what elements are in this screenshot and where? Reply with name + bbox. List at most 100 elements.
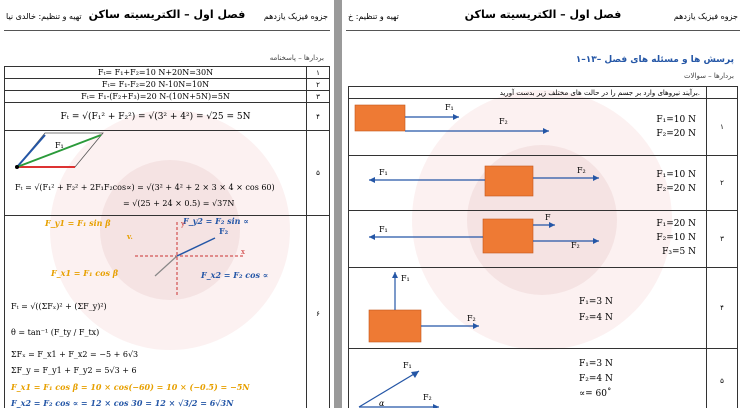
fy1-eq: F_y1 = F₁ sin β	[45, 218, 111, 228]
value-f2: F₂=4 N	[579, 374, 613, 384]
row-number: ۳	[306, 90, 330, 103]
header-chapter: فصل اول – الکتریسیته ساکن	[88, 8, 246, 21]
f2-label: F₂	[571, 241, 580, 250]
answer-page: جزوه فیزیک یازدهم فصل اول – الکتریسیته س…	[0, 0, 334, 408]
value-f1: F₁=3 N	[579, 297, 613, 307]
q1-values: F₁=10 N F₂=20 N	[656, 113, 706, 141]
question-cell: F₁ F F₂ F₁=20 N F₂=10 N F₃=5 N	[348, 210, 707, 268]
row-number: ۵	[306, 130, 330, 216]
answer-cell: F_y1 = F₁ sin β F_y2 = F₂ sin ∝ F₂ v. x …	[4, 215, 307, 408]
table-row: F_y1 = F₁ sin β F_y2 = F₂ sin ∝ F₂ v. x …	[4, 215, 330, 408]
q2-values: F₁=10 N F₂=20 N	[656, 168, 706, 196]
question-cell: F₁ F₂ F₁=10 N F₂=20 N	[348, 155, 707, 211]
question-cell: F₁ F₂ α F₁=3 N F₂=4 N ∝= 60˚	[348, 348, 707, 408]
fx1-eq: F_x1 = F₁ cos β	[51, 268, 119, 278]
row-number: ۵	[706, 348, 738, 408]
x-axis-label: x	[241, 248, 245, 256]
theta-eq: θ = tan⁻¹ (F_ty / F_tx)	[11, 328, 100, 337]
page-header: جزوه فیزیک یازدهم فصل اول – الکتریسیته س…	[346, 6, 740, 31]
q2-diagram	[369, 165, 599, 197]
header-book: جزوه فیزیک یازدهم	[263, 12, 328, 21]
value-f2: F₂=10 N	[656, 233, 696, 243]
answers-table: Fₜ= F₁+F₂=10 N+20N=30N ۱ Fₜ= F₁-F₂=20 N-…	[4, 66, 330, 408]
sumx-eq: ΣFₓ = F_x1 + F_x2 = −5 + 6√3	[11, 350, 139, 359]
answer-eq: Fₜ = √(F₁² + F₂² + 2F₁F₂cos∝) = √(3² + 4…	[15, 183, 275, 192]
fy2-eq: F_y2 = F₂ sin ∝	[183, 216, 249, 226]
q5-diagram	[358, 370, 439, 408]
answer-cell: F₁ Fₜ = √(F₁² + F₂² + 2F₁F₂cos∝) = √(3² …	[4, 130, 307, 216]
header-book: جزوه فیزیک یازدهم	[673, 12, 738, 21]
value-angle: ∝= 60˚	[579, 389, 612, 399]
alpha-label: α	[379, 399, 385, 408]
table-row: F₁ F₂ F₁=10 N F₂=20 N ۲	[348, 155, 738, 211]
table-row: Fₜ = √(F₁² + F₂²) = √(3² + 4²) = √25 = 5…	[4, 102, 330, 131]
section-title: ۱–۱۳– پرسش ها و مسئله های فصل	[575, 55, 734, 65]
subheader: بردارها – سوالات	[683, 72, 734, 80]
question-cell: F₁ F₂ F₁=3 N F₂=4 N	[348, 267, 707, 349]
f1-label: F₁	[401, 274, 410, 283]
answer-eq: Fₜ = √(F₁² + F₂²) = √(3² + 4²) = √25 = 5…	[4, 102, 307, 131]
instruction: برآیند نیروهای وارد بر جسم را در حالت ها…	[348, 86, 707, 99]
table-row: F₁ Fₜ = √(F₁² + F₂² + 2F₁F₂cos∝) = √(3² …	[4, 130, 330, 216]
sumy-eq: ΣF_y = F_y1 + F_y2 = 5√3 + 6	[11, 366, 137, 375]
table-row: Fₜ= F₁+F₂=10 N+20N=30N ۱	[4, 66, 330, 79]
f1-label: F₁	[379, 225, 388, 234]
value-f3: F₃=5 N	[662, 247, 696, 257]
q4-diagram	[368, 272, 479, 343]
f2-label: F₂	[499, 117, 508, 126]
value-f1: F₁=10 N	[656, 170, 696, 180]
table-row: Fₜ= F₁-F₂=20 N-10N=10N ۲	[4, 78, 330, 91]
value-f1: F₁=20 N	[656, 219, 696, 229]
row-number: ۴	[706, 267, 738, 349]
row-number: ۳	[706, 210, 738, 268]
q3-diagram	[369, 218, 599, 254]
q4-values: F₁=3 N F₂=4 N	[579, 294, 623, 326]
value-f1: F₁=3 N	[579, 359, 613, 369]
f1-label: F₁	[55, 141, 64, 150]
table-row: Fₜ= F₁-(F₂+F₃)=20 N-(10N+5N)=5N ۳	[4, 90, 330, 103]
parallelogram-diagram	[15, 132, 104, 169]
q1-diagram	[354, 104, 549, 134]
questions-page: جزوه فیزیک یازدهم فصل اول – الکتریسیته س…	[342, 0, 744, 408]
y-axis-label: y	[181, 220, 185, 228]
fx2-value-eq: F_x2 = F₂ cos ∝ = 12 × cos 30 = 12 × √3/…	[11, 398, 234, 408]
f2-label: F₂	[467, 314, 476, 323]
table-row: F₁ F F₂ F₁=20 N F₂=10 N F₃=5 N ۳	[348, 210, 738, 268]
q5-values: F₁=3 N F₂=4 N ∝= 60˚	[579, 357, 623, 402]
answer-eq: Fₜ= F₁+F₂=10 N+20N=30N	[4, 66, 307, 79]
f1-label: F₁	[445, 103, 454, 112]
row-number: ۶	[306, 215, 330, 408]
value-f1: F₁=10 N	[656, 115, 696, 125]
value-f2: F₂=20 N	[656, 184, 696, 194]
row-number: ۲	[306, 78, 330, 91]
table-row: F₁ F₂ F₁=10 N F₂=20 N ۱	[348, 98, 738, 156]
f1-label: F₁	[379, 168, 388, 177]
questions-table: برآیند نیروهای وارد بر جسم را در حالت ها…	[348, 86, 738, 408]
f-label: F	[545, 213, 551, 222]
question-cell: F₁ F₂ F₁=10 N F₂=20 N	[348, 98, 707, 156]
ft-eq: Fₜ = √((ΣFₓ)² + (ΣF_y)²)	[11, 302, 107, 311]
component-diagram	[135, 222, 245, 296]
subheader: بردارها – پاسخنامه	[269, 54, 324, 62]
row-number: ۲	[706, 155, 738, 211]
fx2-eq: F_x2 = F₂ cos ∝	[201, 270, 269, 280]
q3-values: F₁=20 N F₂=10 N F₃=5 N	[656, 217, 706, 259]
f2-label: F₂	[577, 166, 586, 175]
header-chapter: فصل اول – الکتریسیته ساکن	[464, 8, 622, 21]
value-f2: F₂=20 N	[656, 129, 696, 139]
v-label: v.	[127, 232, 133, 241]
table-row: F₁ F₂ F₁=3 N F₂=4 N ۴	[348, 267, 738, 349]
f2-label: F₂	[219, 226, 229, 236]
answer-eq: Fₜ= F₁-F₂=20 N-10N=10N	[4, 78, 307, 91]
answer-eq: = √(25 + 24 × 0.5) = √37N	[123, 199, 235, 208]
page-header: جزوه فیزیک یازدهم فصل اول – الکتریسیته س…	[4, 6, 330, 31]
answer-eq: Fₜ= F₁-(F₂+F₃)=20 N-(10N+5N)=5N	[4, 90, 307, 103]
header-author: تهیه و تنظیم: خ	[348, 12, 399, 21]
fx1-value-eq: F_x1 = F₁ cos β = 10 × cos(−60) = 10 × (…	[11, 382, 250, 392]
table-row: برآیند نیروهای وارد بر جسم را در حالت ها…	[348, 86, 738, 99]
row-number: ۱	[706, 98, 738, 156]
f2-label: F₂	[423, 393, 432, 402]
row-number: ۴	[306, 102, 330, 131]
table-row: F₁ F₂ α F₁=3 N F₂=4 N ∝= 60˚ ۵	[348, 348, 738, 408]
row-number: ۱	[306, 66, 330, 79]
